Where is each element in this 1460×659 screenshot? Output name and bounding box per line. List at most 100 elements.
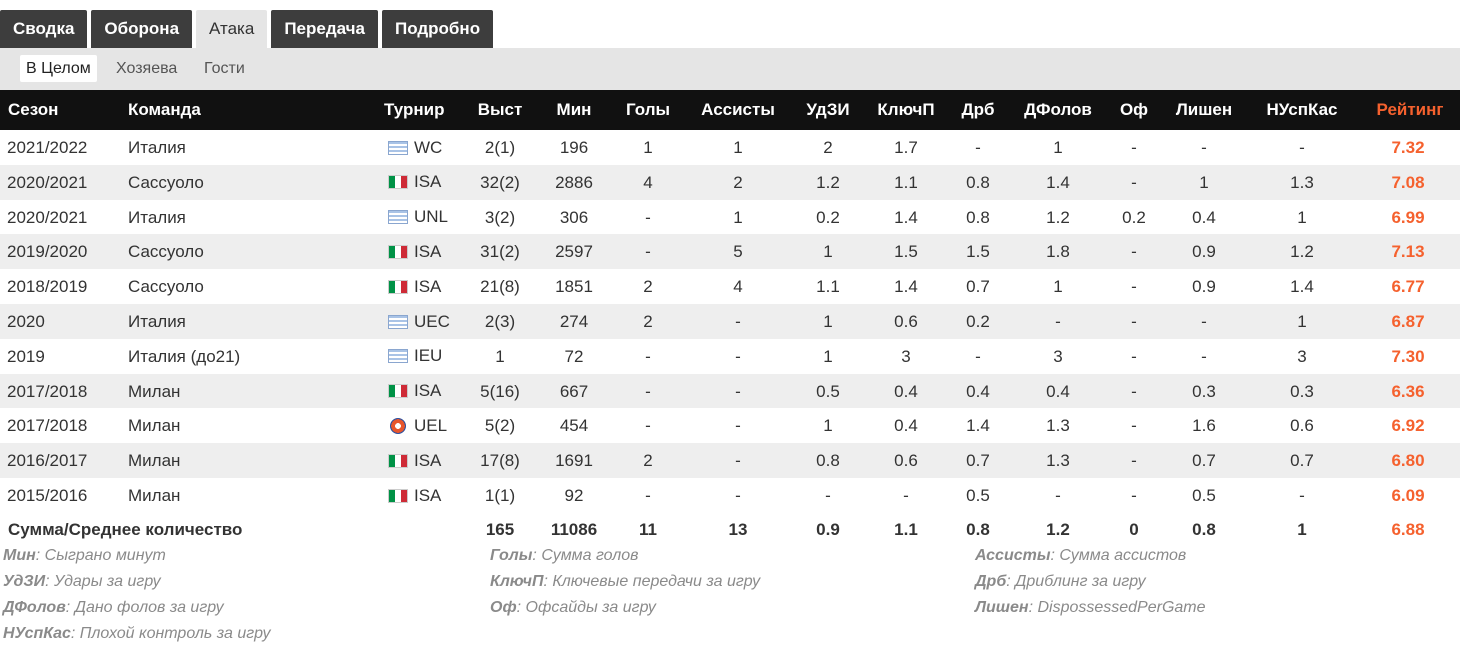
cell-season: 2017/2018 [7,416,88,436]
cell-tournament-link[interactable]: UEC [388,304,450,339]
cell-tournament-link[interactable]: ISA [388,165,441,200]
cell-team-link[interactable]: Милан [128,451,181,471]
cell-tournament-link[interactable]: ISA [388,374,441,409]
cell-offsides: - [1131,346,1137,366]
cell-tournament-link[interactable]: WC [388,130,442,165]
cell-season: 2020/2021 [7,207,88,227]
cell-dispossessed: 0.9 [1192,242,1216,262]
totals-goals: 11 [639,520,657,539]
cell-assists: - [735,381,741,401]
header-badcontrol[interactable]: НУспКас [1266,100,1338,119]
cell-team-link[interactable]: Милан [128,416,181,436]
cell-fouled: 3 [1053,346,1063,366]
cell-team-link[interactable]: Милан [128,486,181,505]
tab-offensive[interactable]: Атака [196,10,268,48]
cell-keypasses: 1.7 [894,138,918,157]
tab-detailed[interactable]: Подробно [381,10,494,48]
tournament-code: WC [414,137,443,157]
header-offsides[interactable]: Оф [1119,100,1149,119]
cell-badcontrol: 1.3 [1290,172,1314,192]
cell-team-link[interactable]: Милан [128,381,181,401]
header-team[interactable]: Команда [128,100,201,119]
tab-summary[interactable]: Сводка [0,10,88,48]
cell-dispossessed: 0.5 [1192,486,1216,505]
cell-season: 2020 [7,312,45,331]
cell-fouled: 1.4 [1046,172,1070,192]
cell-tournament-link[interactable]: IEU [388,339,442,374]
cell-mins: 2597 [555,242,593,262]
cell-team-link[interactable]: Италия (до21) [128,346,241,366]
header-keypasses[interactable]: КлючП [877,100,935,119]
cell-apps: 2(3) [484,312,516,331]
international-flag-icon [388,140,408,155]
tab-defensive[interactable]: Оборона [91,10,193,48]
cell-tournament-link[interactable]: ISA [388,478,441,513]
totals-shots: 0.9 [816,520,840,539]
cell-rating: 6.36 [1391,381,1425,401]
legend-item: Мин: Сыграно минут [3,547,166,564]
cell-keypasses: 0.6 [894,451,918,471]
cell-badcontrol: 1 [1297,312,1307,331]
cell-shots: 1.1 [816,277,840,297]
cell-goals: 2 [643,312,653,331]
cell-assists: - [735,346,741,366]
subtab-home[interactable]: Хозяева [116,60,178,77]
header-shots[interactable]: УдЗИ [806,100,850,119]
cell-team-link[interactable]: Италия [128,207,186,227]
cell-badcontrol: - [1299,138,1305,157]
header-season[interactable]: Сезон [8,100,59,119]
totals-apps: 165 [485,520,515,539]
cell-badcontrol: 1 [1297,207,1307,227]
cell-dispossessed: 0.4 [1192,207,1216,227]
cell-goals: - [645,346,651,366]
header-rating[interactable]: Рейтинг [1376,100,1444,119]
cell-tournament-link[interactable]: UNL [388,200,448,235]
cell-fouled: - [1055,312,1061,331]
cell-assists: - [735,486,741,505]
header-dispossessed[interactable]: Лишен [1175,100,1233,119]
header-assists[interactable]: Ассисты [701,100,775,119]
cell-team-link[interactable]: Сассуоло [128,242,204,262]
cell-apps: 17(8) [480,451,520,471]
subtab-away[interactable]: Гости [204,60,245,77]
legend-item: НУспКас: Плохой контроль за игру [3,625,271,642]
cell-apps: 31(2) [480,242,520,262]
tournament-code: ISA [414,450,442,470]
subtab-overall[interactable]: В Целом [20,55,97,82]
italy-flag-icon [388,279,408,294]
cell-apps: 5(2) [484,416,516,436]
cell-keypasses: 1.1 [894,172,918,192]
cell-tournament-link[interactable]: ISA [388,234,441,269]
header-dribbles[interactable]: Дрб [961,100,995,119]
international-flag-icon [388,210,408,225]
header-fouled[interactable]: ДФолов [1024,100,1092,119]
cell-tournament-link[interactable]: ISA [388,269,441,304]
header-apps[interactable]: Выст [477,100,523,119]
table-row: 2019/2020 Сассуоло ISA 31(2) 2597 - 5 1 1.5 1.5 1.… [0,234,1460,270]
cell-team-link[interactable]: Сассуоло [128,172,204,192]
cell-dribbles: 0.5 [966,486,990,505]
cell-mins: 274 [559,312,589,331]
cell-tournament-link[interactable]: ISA [388,443,441,478]
cell-rating: 6.87 [1391,312,1425,331]
header-goals[interactable]: Голы [625,100,671,119]
italy-flag-icon [388,244,408,259]
cell-team-link[interactable]: Италия [128,312,186,331]
cell-rating: 7.13 [1391,242,1425,262]
cell-offsides: - [1131,416,1137,436]
cell-team-link[interactable]: Сассуоло [128,277,204,297]
cell-offsides: - [1131,277,1137,297]
cell-rating: 6.09 [1391,486,1425,505]
cell-goals: 2 [643,277,653,297]
cell-offsides: - [1131,486,1137,505]
totals-row: Сумма/Среднее количество 165 11086 11 13… [0,512,1460,547]
cell-badcontrol: 1.4 [1290,277,1314,297]
cell-team-link[interactable]: Италия [128,138,186,157]
cell-dribbles: 0.8 [966,172,990,192]
header-tournament[interactable]: Турнир [384,100,445,119]
cell-tournament-link[interactable]: UEL [388,408,447,443]
header-mins[interactable]: Мин [556,100,592,119]
cell-rating: 6.80 [1391,451,1425,471]
cell-season: 2018/2019 [7,277,88,297]
tab-passing[interactable]: Передача [271,10,378,48]
